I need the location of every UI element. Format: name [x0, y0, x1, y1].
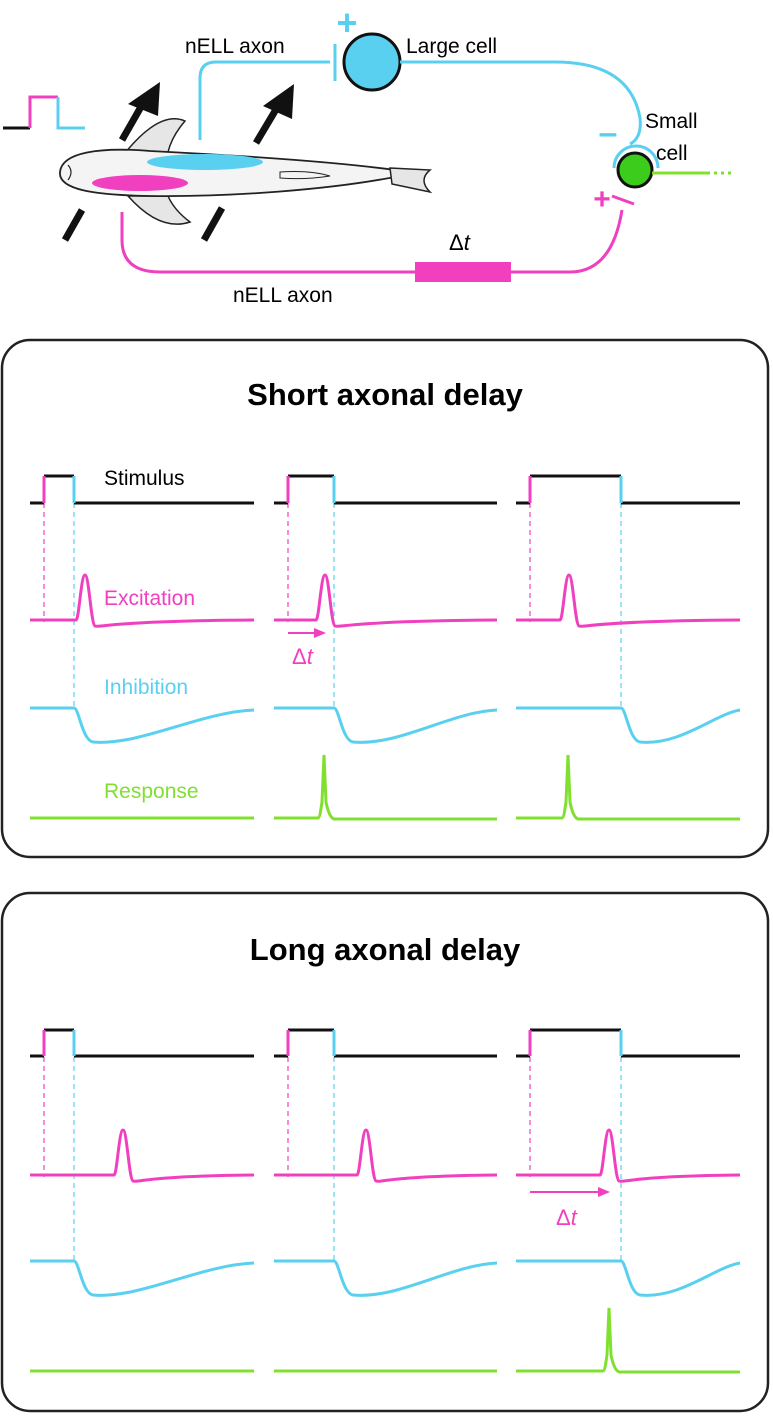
delta-t-label: Δt: [292, 644, 314, 669]
panel-long-delay: Long axonal delay: [0, 891, 770, 1413]
inhibition-label: Inhibition: [104, 676, 188, 699]
inhibition-trace: [274, 706, 498, 744]
inhibition-trace: [30, 706, 255, 744]
stimulus-step-icon: [3, 95, 85, 130]
delta-t-arrow: [288, 628, 326, 638]
trace-column: Δt: [516, 1028, 741, 1374]
panel-frame: [0, 338, 770, 859]
axonal-delay-box: [415, 262, 511, 282]
trace-column: [516, 474, 741, 821]
trace-column: [30, 474, 255, 820]
stimulus-trace: [516, 1028, 740, 1058]
inhibition-trace: [516, 1259, 741, 1297]
inhibitory-receptive-field: [147, 154, 263, 170]
response-trace: [274, 754, 497, 821]
excitation-trace: [274, 573, 498, 628]
response-trace: [516, 1307, 740, 1374]
delta-t-arrow: [530, 1187, 610, 1197]
excitatory-receptive-field: [92, 175, 188, 191]
fish-icon: [59, 118, 433, 225]
large-cell-label: Large cell: [406, 35, 497, 58]
panel-title: Long axonal delay: [250, 932, 521, 967]
stimulus-trace: [274, 474, 497, 505]
inhibitory-synapse-cup: [612, 144, 660, 169]
trace-column: Δt: [274, 474, 498, 821]
stimulus-label: Stimulus: [104, 467, 185, 490]
delay-label: Δt: [449, 230, 471, 255]
motion-arrows: [61, 82, 294, 242]
circuit-schematic: nELL axon + Large cell – Small cell + Δt…: [3, 2, 735, 307]
inhibition-trace: [516, 706, 741, 744]
trace-column: [274, 1028, 498, 1373]
top-axon: [198, 60, 330, 140]
stimulus-trace: [30, 474, 254, 505]
excitatory-synapse-terminal: [611, 194, 635, 206]
stimulus-trace: [30, 1028, 254, 1058]
panel-title: Short axonal delay: [247, 377, 523, 412]
excitation-trace: [30, 573, 255, 628]
large-cell-axon: [400, 60, 642, 146]
small-cell-label-line2: cell: [656, 142, 688, 165]
large-cell: [342, 32, 402, 92]
inhibition-trace: [274, 1259, 498, 1297]
excitatory-plus-sign-small: +: [593, 183, 611, 216]
excitation-trace: [516, 573, 741, 628]
top-axon-label: nELL axon: [185, 35, 285, 58]
excitation-label: Excitation: [104, 587, 195, 610]
inhibition-trace: [30, 1259, 255, 1297]
small-cell-label-line1: Small: [645, 110, 698, 133]
inhibitory-minus-sign: –: [599, 114, 618, 152]
small-cell: [616, 151, 654, 189]
bottom-axon-label: nELL axon: [233, 284, 333, 307]
trace-column: [30, 1028, 255, 1373]
delta-t-label: Δt: [556, 1205, 578, 1230]
response-label: Response: [104, 780, 199, 803]
excitation-trace: [274, 1128, 498, 1183]
panel-short-delay: Short axonal delay Stimulus Excitation I…: [0, 338, 770, 859]
stimulus-trace: [274, 1028, 497, 1058]
response-trace: [516, 754, 740, 821]
panel-frame: [0, 891, 770, 1413]
bottom-axon-to-small-cell: [511, 209, 624, 274]
stimulus-trace: [516, 474, 740, 505]
excitation-trace: [516, 1128, 741, 1183]
excitatory-plus-sign-large: +: [336, 2, 357, 43]
bottom-axon: [120, 212, 415, 274]
excitation-trace: [30, 1128, 255, 1183]
